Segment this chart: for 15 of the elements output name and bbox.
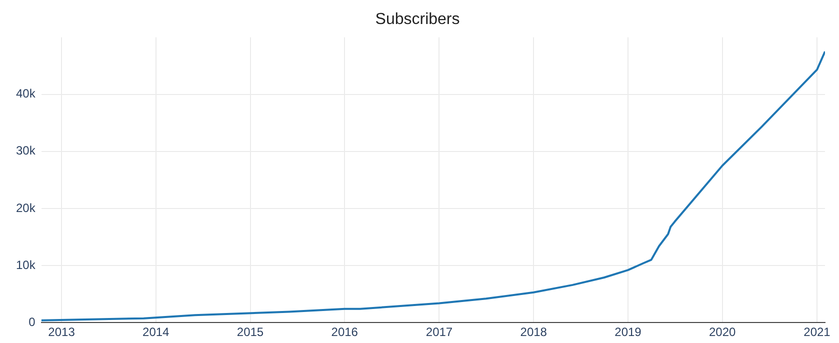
y-tick-label: 0 <box>28 314 36 329</box>
x-tick-label: 2021 <box>804 325 831 340</box>
x-tick-label: 2018 <box>520 325 548 340</box>
x-tick-label: 2020 <box>709 325 736 340</box>
x-tick-label: 2013 <box>48 325 76 340</box>
x-tick-label: 2016 <box>331 325 358 340</box>
x-tick-label: 2015 <box>236 325 264 340</box>
x-tick-label: 2019 <box>614 325 642 340</box>
y-tick-label: 10k <box>16 258 36 272</box>
x-tick-label: 2017 <box>426 325 453 340</box>
y-tick-label: 40k <box>16 86 36 101</box>
chart-title: Subscribers <box>375 11 460 28</box>
y-tick-label: 20k <box>16 200 36 215</box>
y-tick-label: 30k <box>16 144 36 158</box>
x-tick-label: 2014 <box>142 325 170 340</box>
